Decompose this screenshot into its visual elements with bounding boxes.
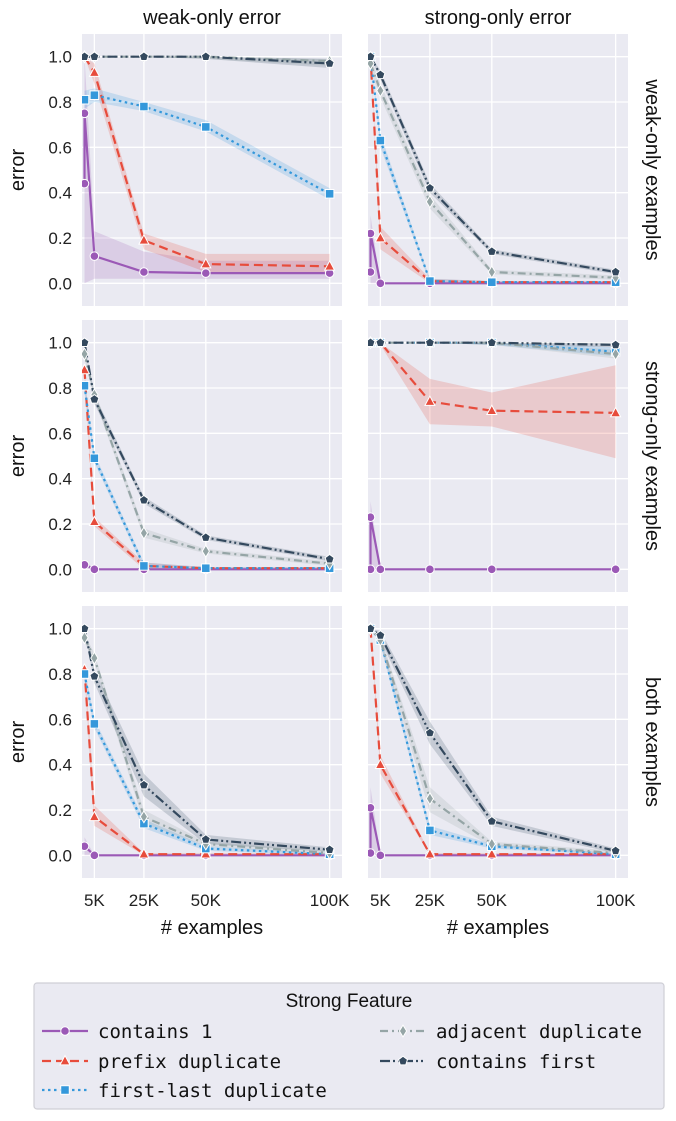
- point-contains-1: [366, 229, 375, 238]
- y-tick-label: 0.8: [48, 379, 72, 398]
- point-first-last-duplicate: [325, 190, 334, 199]
- y-tick-label: 0.2: [48, 229, 72, 248]
- point-first-last-duplicate: [80, 381, 89, 390]
- panel-strong-only-examples-strong-only-error: [366, 320, 628, 592]
- point-first-last-duplicate: [202, 123, 211, 132]
- point-contains-1: [488, 565, 497, 574]
- legend-marker-first-last-duplicate: [61, 1086, 70, 1095]
- point-first-last-duplicate: [90, 454, 99, 463]
- point-contains-1: [80, 842, 89, 851]
- legend-label-prefix-duplicate: prefix duplicate: [98, 1051, 281, 1073]
- row-title-both-examples: both examples: [641, 677, 663, 807]
- y-tick-label: 0.2: [48, 515, 72, 534]
- y-tick-label: 0.0: [48, 560, 72, 579]
- x-tick-label: 100K: [596, 891, 636, 910]
- y-tick-label: 0.4: [48, 184, 72, 203]
- row-title-weak-only-examples: weak-only examples: [641, 78, 663, 260]
- panels-layer: weak-only error strong-only error weak-onl…: [7, 7, 663, 939]
- point-first-last-duplicate: [90, 91, 99, 100]
- x-tick-label: 50K: [477, 891, 508, 910]
- point-contains-1: [140, 268, 149, 277]
- point-contains-1: [90, 851, 99, 860]
- point-contains-1: [366, 565, 375, 574]
- point-contains-1: [366, 513, 375, 522]
- x-axis-label: # examples: [447, 917, 549, 939]
- panel-weak-only-examples-strong-only-error: [366, 34, 628, 306]
- point-first-last-duplicate: [90, 720, 99, 729]
- y-tick-label: 0.8: [48, 665, 72, 684]
- legend: Strong Feature contains 1 prefix duplicate…: [34, 983, 664, 1109]
- y-tick-label: 0.6: [48, 710, 72, 729]
- y-axis-label: error: [7, 721, 29, 764]
- point-first-last-duplicate: [140, 562, 149, 571]
- y-tick-label: 0.2: [48, 801, 72, 820]
- point-contains-1: [202, 269, 211, 278]
- column-title-weak-only-error: weak-only error: [142, 7, 281, 29]
- x-tick-label: 5K: [370, 891, 391, 910]
- x-tick-label: 25K: [129, 891, 160, 910]
- legend-marker-contains-1: [61, 1027, 70, 1036]
- panel-weak-only-examples-weak-only-error: 0.0 0.2 0.4 0.6 0.8 1.0 error: [7, 34, 342, 306]
- x-axis-label: # examples: [161, 917, 263, 939]
- y-tick-label: 0.8: [48, 93, 72, 112]
- point-contains-1: [90, 565, 99, 574]
- y-axis-label: error: [7, 435, 29, 478]
- point-contains-1: [80, 109, 89, 118]
- point-first-last-duplicate: [376, 136, 385, 145]
- x-tick-label: 5K: [84, 891, 105, 910]
- y-tick-label: 1.0: [48, 620, 72, 639]
- legend-title: Strong Feature: [286, 991, 413, 1012]
- point-contains-1: [366, 268, 375, 277]
- point-first-last-duplicate: [426, 826, 435, 835]
- faceted-line-chart: weak-only error strong-only error weak-onl…: [0, 0, 676, 1121]
- y-tick-label: 1.0: [48, 48, 72, 67]
- x-tick-label: 100K: [310, 891, 350, 910]
- legend-label-adjacent-duplicate: adjacent duplicate: [436, 1021, 642, 1043]
- legend-label-first-last-duplicate: first-last duplicate: [98, 1080, 327, 1102]
- panel-strong-only-examples-strong-only-error-background: [368, 320, 628, 592]
- y-tick-label: 0.4: [48, 756, 72, 775]
- point-contains-1: [366, 803, 375, 812]
- column-title-strong-only-error: strong-only error: [425, 7, 572, 29]
- legend-label-contains-first: contains first: [436, 1051, 596, 1073]
- point-first-last-duplicate: [488, 278, 497, 287]
- y-tick-label: 0.4: [48, 470, 72, 489]
- y-tick-label: 0.6: [48, 138, 72, 157]
- y-tick-label: 0.0: [48, 846, 72, 865]
- point-contains-1: [376, 565, 385, 574]
- panel-both-examples-weak-only-error: 0.0 0.2 0.4 0.6 0.8 1.0 error 5K 25K 50K 100K # exa…: [7, 606, 350, 939]
- y-tick-label: 1.0: [48, 334, 72, 353]
- x-tick-label: 50K: [191, 891, 222, 910]
- point-contains-1: [366, 849, 375, 858]
- x-tick-label: 25K: [415, 891, 446, 910]
- point-first-last-duplicate: [202, 564, 211, 573]
- point-first-last-duplicate: [426, 277, 435, 286]
- panel-both-examples-strong-only-error: 5K 25K 50K 100K # examples: [366, 606, 637, 939]
- y-tick-label: 0.6: [48, 424, 72, 443]
- panel-strong-only-examples-weak-only-error: 0.0 0.2 0.4 0.6 0.8 1.0 error: [7, 320, 342, 592]
- row-title-strong-only-examples: strong-only examples: [641, 361, 663, 551]
- point-contains-1: [426, 565, 435, 574]
- point-contains-1: [80, 561, 89, 570]
- point-first-last-duplicate: [80, 670, 89, 679]
- y-axis-label: error: [7, 149, 29, 192]
- legend-label-contains-1: contains 1: [98, 1021, 212, 1043]
- point-contains-1: [90, 252, 99, 261]
- point-contains-1: [376, 851, 385, 860]
- point-contains-1: [80, 179, 89, 188]
- point-first-last-duplicate: [140, 102, 149, 111]
- point-contains-1: [611, 565, 620, 574]
- y-tick-label: 0.0: [48, 274, 72, 293]
- point-first-last-duplicate: [80, 95, 89, 104]
- point-contains-1: [376, 279, 385, 288]
